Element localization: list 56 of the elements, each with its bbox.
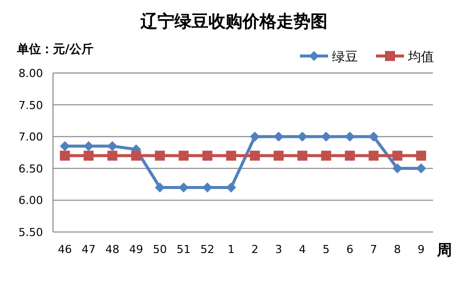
x-axis-title: 周 (436, 241, 452, 259)
point (84, 141, 94, 152)
y-tick-label: 7.00 (18, 130, 43, 144)
point (416, 163, 426, 174)
y-tick-label: 6.50 (18, 162, 43, 176)
point (274, 150, 284, 161)
y-tick-label: 6.00 (18, 194, 43, 208)
point (368, 132, 379, 142)
point (60, 141, 70, 152)
point (250, 132, 260, 142)
point (297, 150, 308, 161)
point (226, 150, 236, 161)
point (107, 150, 118, 161)
x-tick-label: 5 (322, 243, 330, 256)
point (178, 150, 189, 161)
x-tick-label: 4 (298, 243, 306, 256)
point (274, 132, 284, 142)
x-tick-label: 8 (394, 243, 401, 256)
point (321, 150, 332, 161)
x-tick-label: 2 (251, 243, 258, 256)
point (344, 150, 355, 161)
point (250, 150, 260, 161)
point (321, 132, 332, 142)
x-tick-label: 47 (82, 243, 96, 256)
x-tick-label: 3 (275, 243, 282, 256)
x-tick-label: 1 (228, 243, 235, 256)
point (154, 150, 165, 161)
y-axis-title: 单位：元/公斤 (16, 42, 94, 56)
x-tick-label: 9 (418, 243, 425, 256)
point (84, 150, 94, 161)
point (202, 150, 212, 161)
point (131, 150, 142, 161)
x-tick-label: 7 (370, 243, 378, 256)
point (107, 141, 118, 152)
x-tick-label: 50 (152, 243, 167, 256)
point (392, 150, 402, 161)
x-tick-label: 48 (105, 243, 120, 256)
y-tick-label: 5.50 (18, 226, 43, 239)
point (297, 132, 308, 142)
legend-label: 均值 (407, 50, 434, 65)
point (344, 132, 355, 142)
point (60, 150, 70, 161)
y-tick-label: 8.00 (18, 67, 43, 80)
x-tick-label: 6 (346, 243, 354, 256)
legend-label: 绿豆 (332, 50, 358, 65)
point (392, 163, 402, 174)
point (416, 150, 426, 161)
chart-title: 辽宁绿豆收购价格走势图 (140, 12, 328, 31)
x-tick-label: 52 (200, 243, 214, 256)
x-tick-label: 51 (176, 243, 191, 256)
point (368, 150, 379, 161)
point (154, 182, 165, 192)
x-tick-label: 49 (129, 243, 144, 256)
x-tick-label: 46 (58, 243, 72, 256)
point (226, 182, 236, 192)
y-tick-label: 7.50 (18, 98, 43, 112)
